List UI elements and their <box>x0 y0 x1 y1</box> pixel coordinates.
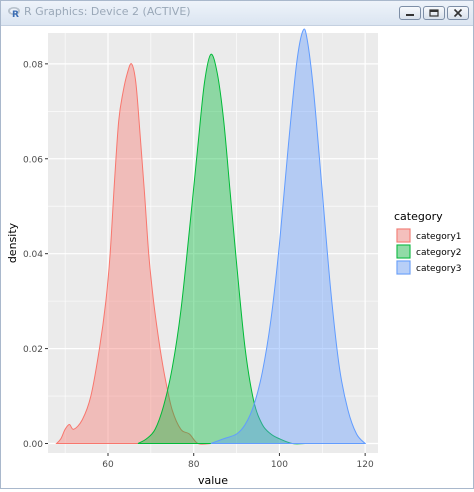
close-icon <box>453 8 463 18</box>
legend-title: category <box>394 210 443 223</box>
plot-panel <box>48 33 378 453</box>
x-axis: 60 80 100 120 <box>102 453 374 470</box>
density-area-category2 <box>137 53 306 445</box>
legend-key-category2 <box>396 244 411 259</box>
y-tick-label: 0.04 <box>23 250 43 260</box>
minimize-icon <box>406 14 414 16</box>
density-area-category3 <box>210 28 367 445</box>
svg-text:R: R <box>12 10 19 19</box>
legend-key-bg <box>396 244 411 259</box>
x-tick-label: 120 <box>357 460 374 470</box>
r-logo-icon: R <box>8 7 20 19</box>
title-bar[interactable]: R R Graphics: Device 2 (ACTIVE) <box>1 1 473 26</box>
legend-key-category1 <box>396 228 411 243</box>
legend-key-bg <box>396 260 411 275</box>
maximize-icon <box>429 9 439 17</box>
density-chart: 0.00 0.02 0.04 0.06 0.08 60 80 100 120 value de… <box>6 28 462 487</box>
x-tick-label: 100 <box>271 460 288 470</box>
x-tick-label: 80 <box>188 460 200 470</box>
y-axis-label: density <box>6 222 19 263</box>
y-tick-label: 0.08 <box>23 60 43 70</box>
legend-key-bg <box>396 228 411 243</box>
y-tick-label: 0.02 <box>23 345 43 355</box>
minor-gridlines <box>48 33 378 453</box>
y-axis: 0.00 0.02 0.04 0.06 0.08 <box>23 60 48 450</box>
x-axis-label: value <box>198 474 228 487</box>
minimize-button[interactable] <box>399 6 421 20</box>
y-tick-label: 0.06 <box>23 155 43 165</box>
maximize-button[interactable] <box>423 6 445 20</box>
legend-label-category1: category1 <box>416 232 462 242</box>
x-tick-label: 60 <box>102 460 114 470</box>
legend-key-category3 <box>396 260 411 275</box>
y-tick-label: 0.00 <box>23 440 43 450</box>
plot-area: 0.00 0.02 0.04 0.06 0.08 60 80 100 120 value de… <box>1 26 473 488</box>
legend-label-category2: category2 <box>416 248 462 258</box>
close-button[interactable] <box>447 6 469 20</box>
density-curves <box>55 28 367 445</box>
density-area-category1 <box>55 63 211 445</box>
window-title: R Graphics: Device 2 (ACTIVE) <box>24 5 191 18</box>
legend: category category1 category2 category3 <box>394 210 462 275</box>
legend-label-category3: category3 <box>416 264 462 274</box>
